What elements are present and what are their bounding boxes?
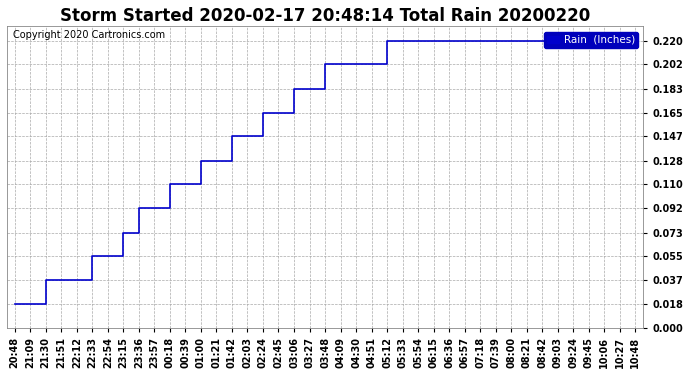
Title: Storm Started 2020-02-17 20:48:14 Total Rain 20200220: Storm Started 2020-02-17 20:48:14 Total …: [60, 7, 590, 25]
Legend: Rain  (Inches): Rain (Inches): [544, 32, 638, 48]
Text: Copyright 2020 Cartronics.com: Copyright 2020 Cartronics.com: [13, 30, 166, 39]
